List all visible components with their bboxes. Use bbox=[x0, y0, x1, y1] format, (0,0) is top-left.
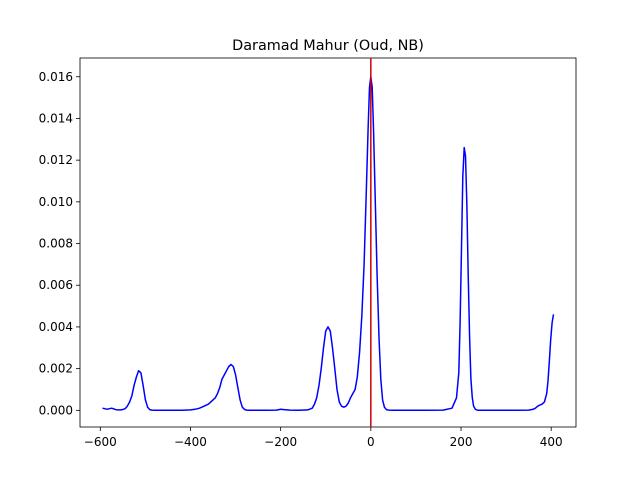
y-tick-label: 0.006 bbox=[39, 278, 73, 292]
y-axis: 0.000 0.002 0.004 0.006 0.008 0.010 0.012 0.014… bbox=[39, 70, 80, 417]
chart-title: Daramad Mahur (Oud, NB) bbox=[232, 38, 424, 54]
y-tick-label: 0.008 bbox=[39, 237, 73, 251]
x-tick-label: −600 bbox=[84, 435, 117, 449]
y-tick-label: 0.002 bbox=[39, 362, 73, 376]
plot-frame bbox=[79, 57, 577, 428]
x-tick-label: 400 bbox=[540, 435, 563, 449]
x-tick-label: −400 bbox=[174, 435, 207, 449]
x-tick-label: −200 bbox=[264, 435, 297, 449]
y-tick-label: 0.000 bbox=[39, 403, 73, 417]
plot-area bbox=[102, 58, 555, 427]
y-tick-label: 0.010 bbox=[39, 195, 73, 209]
y-tick-label: 0.012 bbox=[39, 153, 73, 167]
y-tick-label: 0.014 bbox=[39, 111, 73, 125]
x-tick-label: 0 bbox=[367, 435, 375, 449]
x-axis: −600 −400 −200 0 200 400 bbox=[84, 427, 563, 449]
x-tick-label: 200 bbox=[450, 435, 473, 449]
series-line bbox=[102, 76, 555, 412]
y-tick-label: 0.004 bbox=[39, 320, 73, 334]
y-tick-label: 0.016 bbox=[39, 70, 73, 84]
